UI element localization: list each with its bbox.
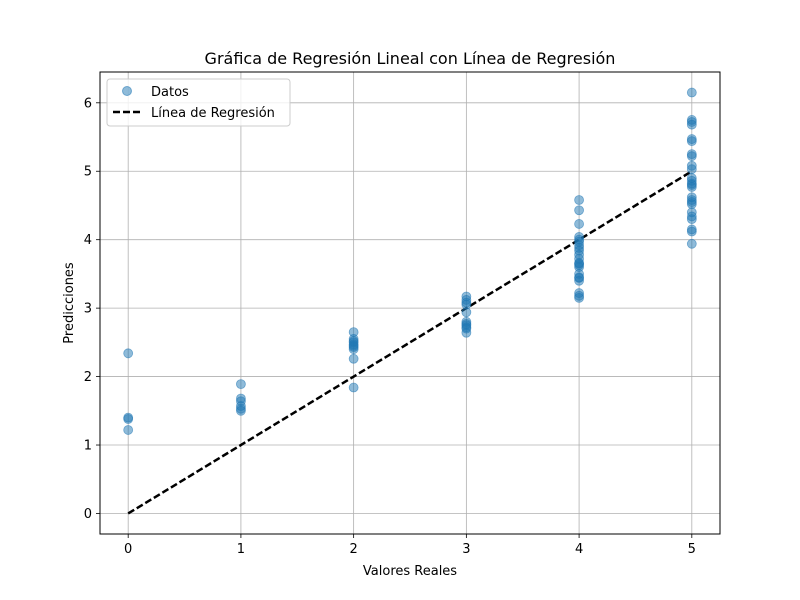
legend-box [106,78,291,127]
data-point [461,307,472,318]
grid-lines [100,72,720,534]
y-tick-label: 4 [84,233,92,248]
legend: Datos Línea de Regresión [106,78,291,127]
data-point [236,405,246,416]
x-tick-label: 1 [237,542,245,557]
x-tick-label: 4 [575,542,583,557]
y-tick-label: 1 [84,439,92,454]
x-tick-label: 5 [688,542,696,557]
regression-line [127,170,693,515]
y-tick-label: 0 [84,507,92,522]
data-point [686,87,697,98]
y-axis-label: Predicciones [62,262,77,344]
data-point [123,348,134,359]
data-point [348,353,359,364]
data-point [461,327,472,338]
data-point [574,258,584,269]
data-point [236,379,246,390]
x-axis-ticks: 0 1 2 3 4 5 [124,534,696,557]
data-point [686,226,697,237]
regression-line-group [127,170,693,515]
data-point [348,382,359,393]
legend-datos-label: Datos [151,85,189,100]
legend-regression-label: Línea de Regresión [151,106,275,121]
x-tick-label: 2 [349,542,357,557]
data-point [686,238,697,249]
plot-frame [99,71,721,535]
data-point [574,219,584,229]
data-point [348,344,359,355]
data-point [123,414,134,424]
data-point [686,151,697,162]
data-point [123,425,134,435]
x-tick-label: 0 [124,542,132,557]
data-point [686,136,697,147]
data-point [686,119,697,130]
data-point [574,272,584,283]
data-point [686,214,697,225]
legend-datos-marker [122,86,132,96]
chart-title: Gráfica de Regresión Lineal con Línea de… [205,49,616,68]
data-point [574,292,584,303]
data-point [574,195,584,205]
data-point [686,180,697,190]
y-tick-label: 5 [84,165,92,180]
y-tick-label: 6 [84,96,92,111]
scatter-points [123,87,697,435]
data-point [574,205,584,216]
data-point [686,199,697,209]
y-tick-label: 3 [84,302,92,317]
y-axis-ticks: 0 1 2 3 4 5 6 [84,96,100,522]
x-axis-label: Valores Reales [363,564,457,579]
y-tick-label: 2 [84,370,92,385]
x-tick-label: 3 [462,542,470,557]
data-point [686,164,697,175]
